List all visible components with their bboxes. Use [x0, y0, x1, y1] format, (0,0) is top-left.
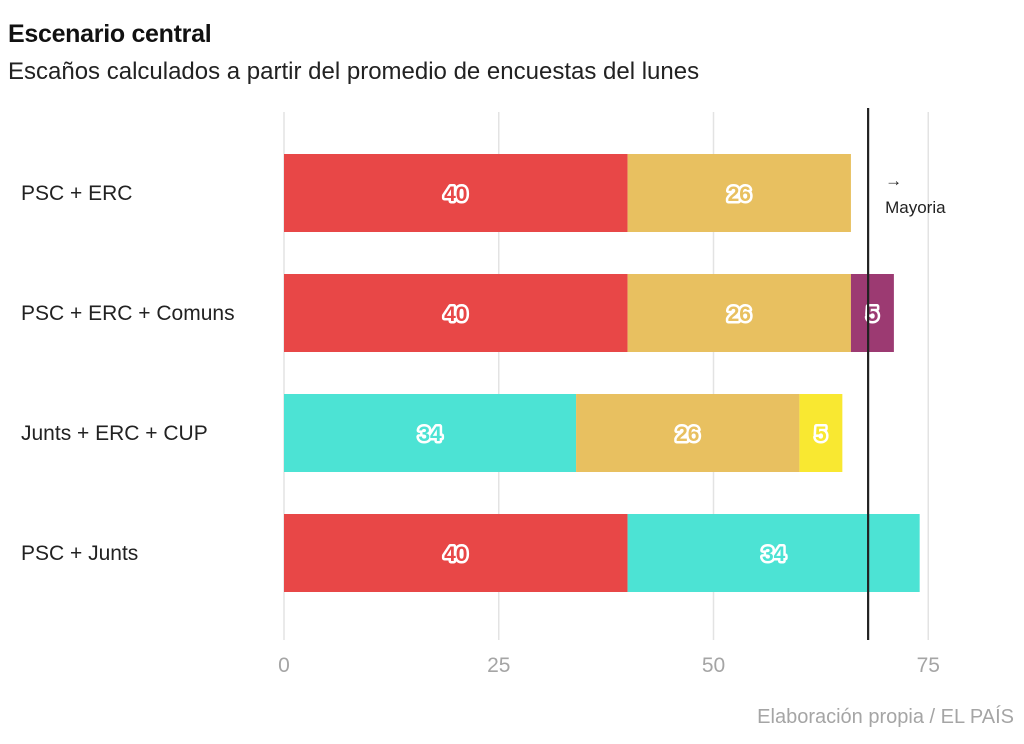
row-label: PSC + ERC + Comuns	[21, 302, 235, 325]
x-tick-label: 75	[917, 654, 940, 677]
chart-subtitle: Escaños calculados a partir del promedio…	[8, 58, 700, 85]
bar-value-label: 26	[728, 183, 751, 206]
chart-title: Escenario central	[8, 20, 212, 48]
bar-segment-junts	[284, 394, 577, 472]
bar-row: PSC + Junts 40 34	[21, 514, 920, 592]
bar-value-label: 40	[444, 543, 467, 566]
bar-segment-erc	[627, 274, 851, 352]
x-tick-label: 50	[702, 654, 725, 677]
bar-segment-comuns	[850, 274, 894, 352]
majority-line-group: → Mayoria	[867, 108, 946, 640]
bar-value-label: 34	[418, 423, 442, 446]
row-label: Junts + ERC + CUP	[21, 422, 208, 445]
bar-row: PSC + ERC + Comuns 40 26 5	[21, 274, 894, 352]
x-tick-label: 0	[278, 654, 290, 677]
bar-segment-psc	[284, 274, 628, 352]
bar-value-label: 40	[444, 183, 467, 206]
row-label: PSC + ERC	[21, 182, 132, 205]
bar-row: PSC + ERC 40 26	[21, 154, 851, 232]
bar-segment-cup	[799, 394, 843, 472]
bar-row: Junts + ERC + CUP 34 26 5	[21, 394, 843, 472]
bar-segment-junts	[627, 514, 920, 592]
bar-segment-erc	[576, 394, 800, 472]
bar-segment-psc	[284, 154, 628, 232]
bar-segment-erc	[627, 154, 851, 232]
bar-value-label: 5	[815, 423, 827, 446]
row-label: PSC + Junts	[21, 542, 138, 565]
source-credit: Elaboración propia / EL PAÍS	[757, 706, 1014, 728]
x-tick-label: 25	[487, 654, 510, 677]
bar-value-label: 34	[762, 543, 786, 566]
majority-label: Mayoria	[885, 198, 946, 217]
arrow-right-icon: →	[885, 171, 902, 190]
x-axis-ticks: 0 25 50 75	[278, 654, 940, 677]
bar-value-label: 26	[728, 303, 751, 326]
bar-segment-psc	[284, 514, 628, 592]
bar-value-label: 40	[444, 303, 467, 326]
bar-value-label: 26	[676, 423, 699, 446]
